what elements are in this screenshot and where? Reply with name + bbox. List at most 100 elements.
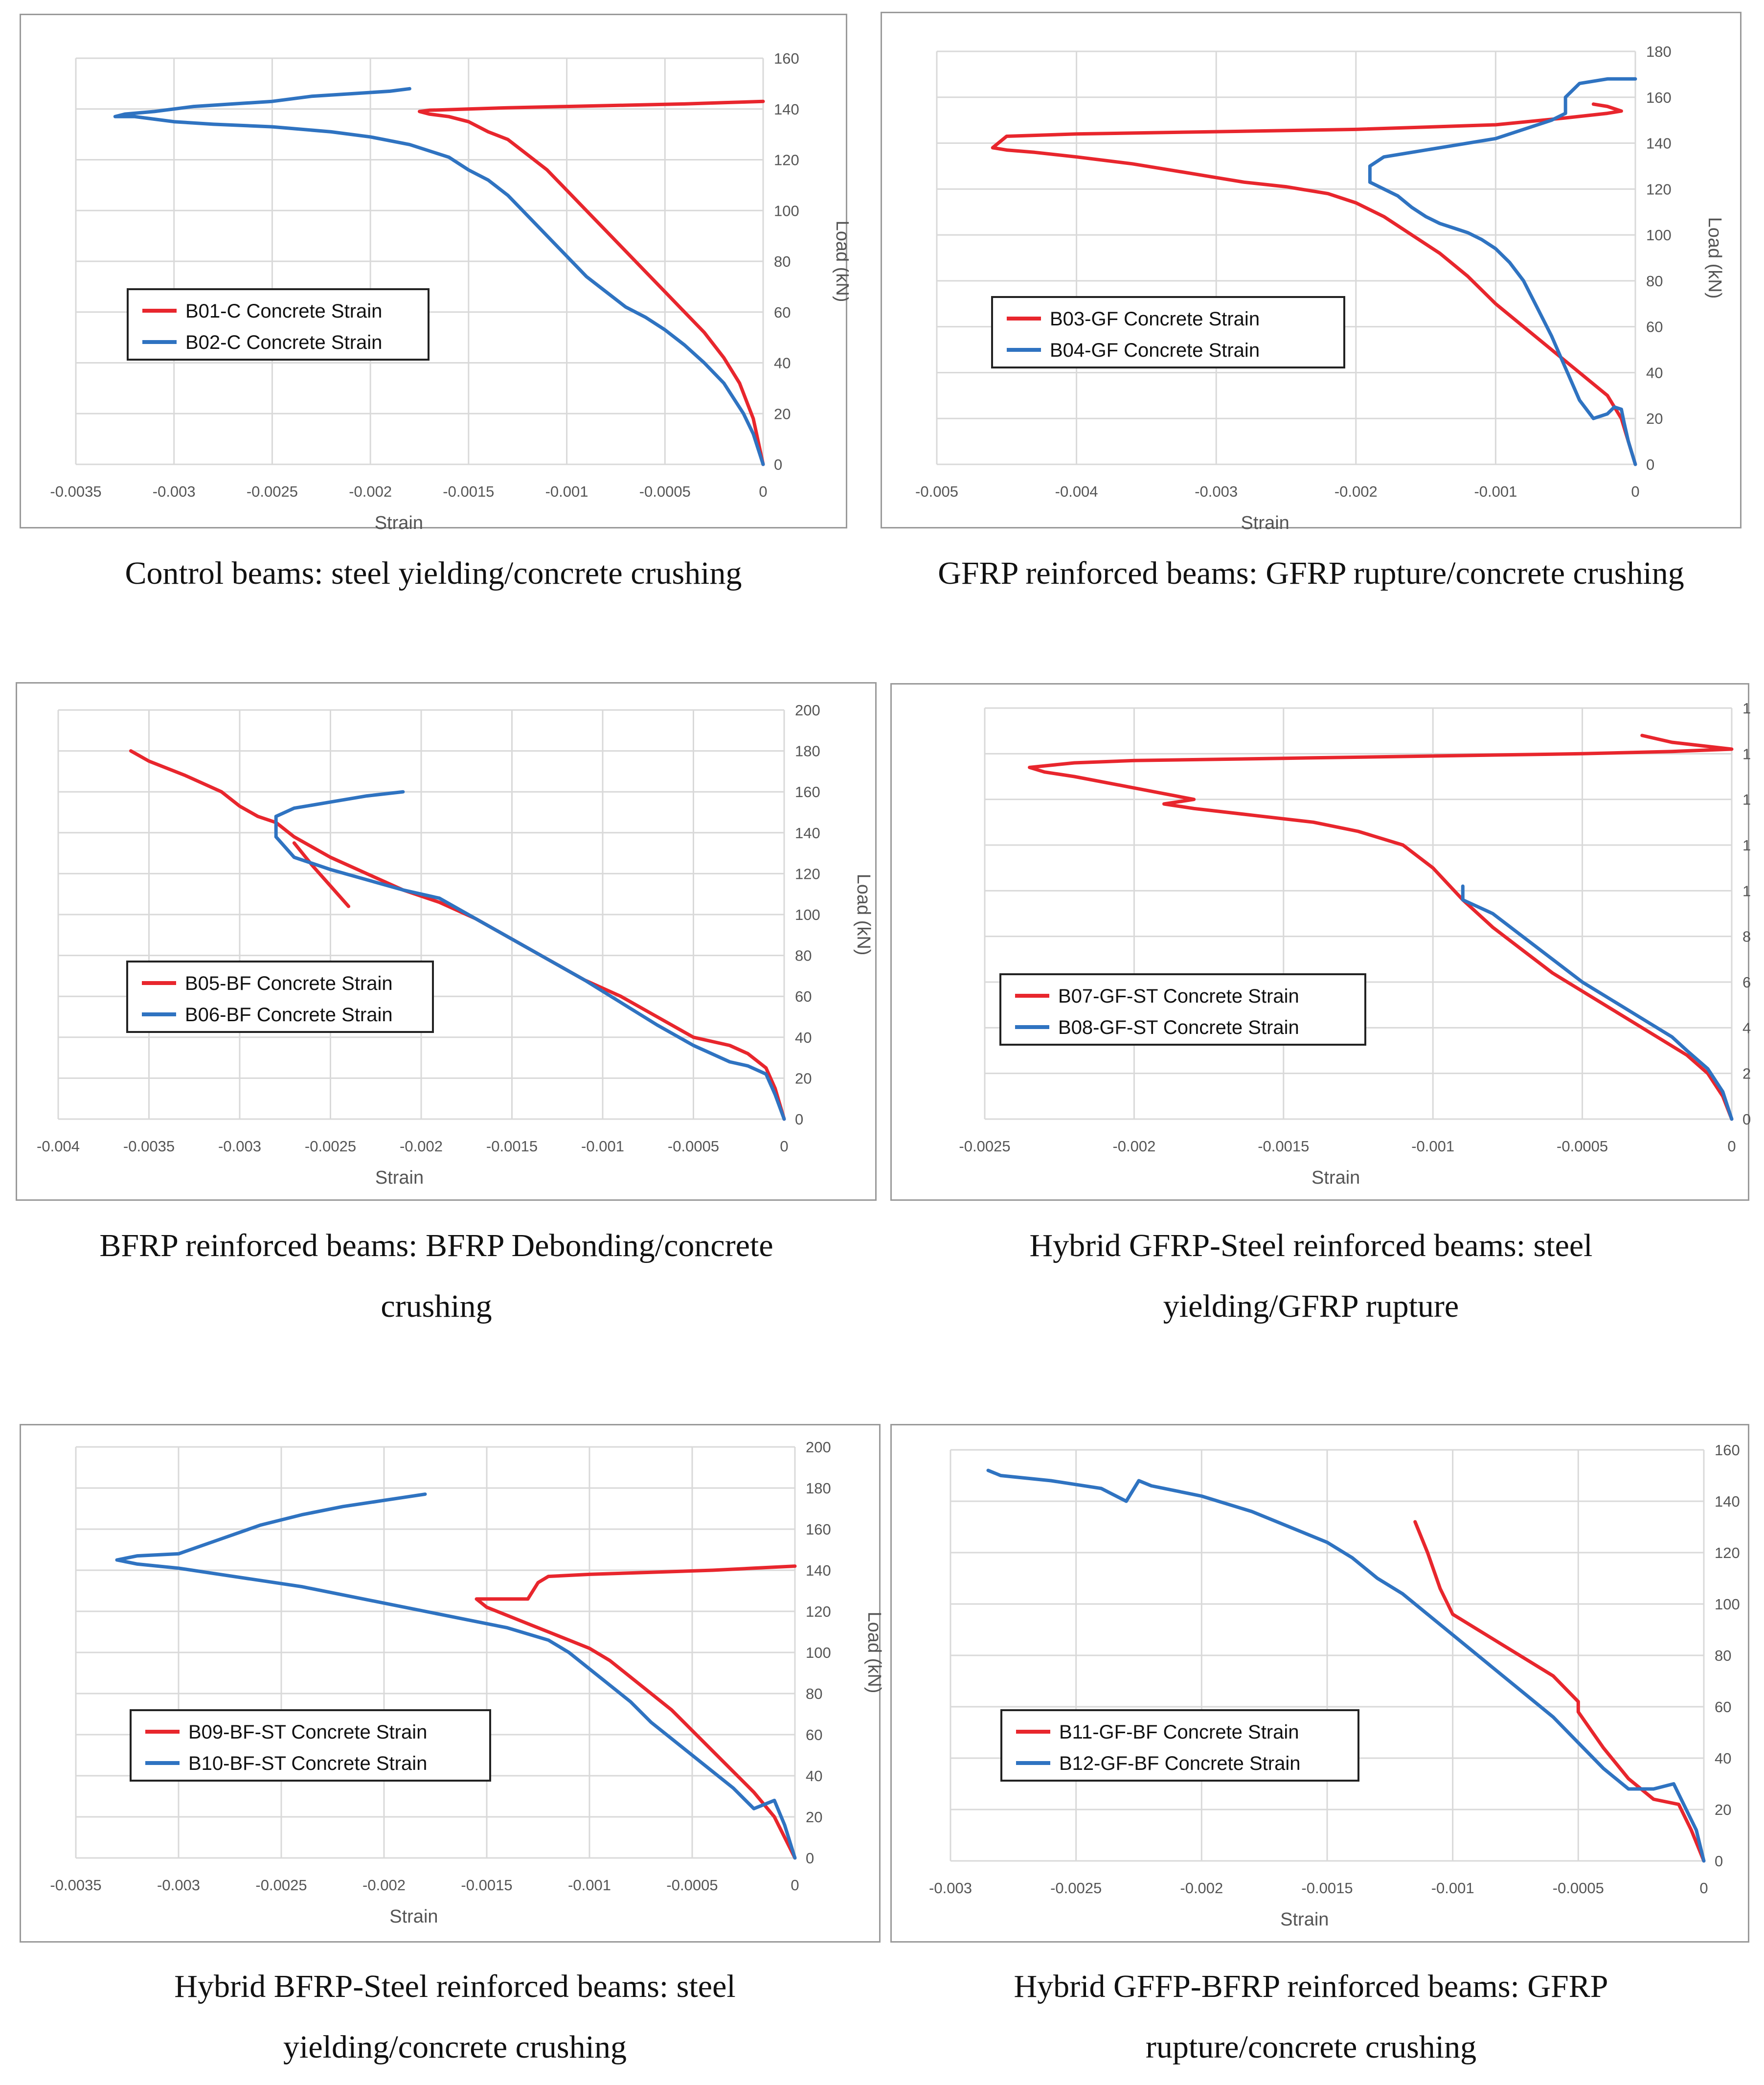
y-tick-label: 100	[774, 202, 799, 219]
x-tick-label: -0.002	[362, 1877, 406, 1894]
legend: B09-BF-ST Concrete Strain B10-BF-ST Concr…	[130, 1709, 491, 1782]
y-tick-label: 40	[795, 1029, 812, 1046]
y-tick-label: 0	[806, 1850, 814, 1867]
y-tick-label: 40	[1742, 1019, 1751, 1036]
y-tick-label: 160	[1715, 1442, 1740, 1459]
legend-label: B07-GF-ST Concrete Strain	[1058, 985, 1299, 1007]
x-tick-label: -0.005	[915, 483, 958, 500]
x-axis-label: Strain	[375, 1168, 424, 1188]
y-tick-label: 160	[1742, 745, 1751, 762]
x-tick-label: -0.0035	[50, 483, 101, 500]
x-tick-label: -0.0005	[639, 483, 691, 500]
y-axis-label: Load (kN)	[864, 1612, 882, 1694]
x-tick-label: -0.0015	[1258, 1138, 1309, 1155]
chart-panel-gfrp-steel: -0.0025 -0.002 -0.0015 -0.001 -0.0005 00 20 40 6…	[890, 683, 1751, 1201]
y-tick-label: 200	[795, 702, 820, 719]
x-tick-label: -0.0005	[1557, 1138, 1608, 1155]
x-tick-label: -0.003	[157, 1877, 200, 1894]
caption-bfrp: BFRP reinforced beams: BFRP Debonding/co…	[99, 1228, 773, 1324]
chart-svg-gfrp-steel: -0.0025 -0.002 -0.0015 -0.001 -0.0005 00 20 40 6…	[959, 700, 1751, 1188]
y-tick-label: 160	[806, 1521, 831, 1538]
legend-box	[991, 296, 1345, 368]
y-tick-label: 180	[806, 1480, 831, 1497]
y-tick-label: 180	[1742, 700, 1751, 717]
x-tick-label: 0	[1631, 483, 1639, 500]
series-line-0	[475, 1564, 797, 1860]
caption-gfrp: GFRP reinforced beams: GFRP rupture/conc…	[938, 555, 1684, 591]
y-tick-label: 60	[774, 304, 791, 321]
legend: B01-C Concrete Strain B02-C Concrete Stra…	[127, 288, 430, 361]
x-tick-label: -0.004	[37, 1138, 80, 1155]
grid	[75, 57, 764, 465]
y-tick-label: 80	[806, 1685, 822, 1702]
y-tick-label: 80	[774, 253, 791, 270]
legend-box	[127, 288, 430, 361]
x-tick-label: -0.001	[568, 1877, 611, 1894]
x-tick-label: -0.0015	[461, 1877, 512, 1894]
series-line-1	[115, 1492, 797, 1860]
grid	[57, 709, 785, 1120]
legend-label: B11-GF-BF Concrete Strain	[1059, 1721, 1299, 1743]
x-axis-label: Strain	[1312, 1168, 1360, 1188]
y-tick-label: 40	[1715, 1750, 1731, 1767]
y-tick-label: 20	[795, 1070, 812, 1087]
y-axis-label: Load (kN)	[853, 874, 874, 956]
legend-label: B10-BF-ST Concrete Strain	[188, 1753, 427, 1774]
y-tick-label: 80	[1646, 273, 1663, 290]
y-tick-label: 120	[774, 152, 799, 169]
x-tick-label: -0.0005	[1553, 1879, 1604, 1897]
y-tick-label: 100	[806, 1644, 831, 1661]
x-axis-label: Strain	[375, 513, 423, 530]
y-tick-label: 80	[795, 947, 812, 964]
y-tick-label: 100	[1646, 227, 1672, 244]
chart-panel-gfrp-bfrp: -0.003 -0.0025 -0.002 -0.0015 -0.001 -0.0005 0…	[890, 1424, 1749, 1943]
y-tick-label: 80	[1715, 1647, 1731, 1664]
series-line-1	[986, 1468, 1706, 1863]
chart-svg-gfrp-bfrp: -0.003 -0.0025 -0.002 -0.0015 -0.001 -0.0005 0…	[929, 1442, 1740, 1930]
legend-label: B03-GF Concrete Strain	[1050, 308, 1260, 330]
y-tick-label: 60	[1715, 1698, 1731, 1716]
chart-panel-gfrp: -0.005 -0.004 -0.003 -0.002 -0.001 0 0 20 40 60 80…	[881, 12, 1741, 530]
x-tick-label: -0.002	[1334, 483, 1378, 500]
y-tick-label: 120	[1742, 837, 1751, 854]
caption-bfrp-steel: Hybrid BFRP-Steel reinforced beams: stee…	[174, 1969, 736, 2065]
x-tick-label: 0	[780, 1138, 788, 1155]
chart-svg-gfrp: -0.005 -0.004 -0.003 -0.002 -0.001 00 20 40 60 80…	[915, 43, 1725, 530]
y-tick-label: 180	[1646, 43, 1672, 60]
x-tick-label: -0.004	[1055, 483, 1098, 500]
legend-label: B12-GF-BF Concrete Strain	[1059, 1753, 1301, 1774]
x-tick-label: -0.003	[153, 483, 196, 500]
y-tick-label: 40	[1646, 364, 1663, 381]
y-tick-label: 140	[774, 101, 799, 118]
x-tick-label: -0.0025	[255, 1877, 307, 1894]
y-tick-label: 40	[806, 1767, 822, 1785]
y-tick-label: 140	[1715, 1493, 1740, 1510]
legend-label: B04-GF Concrete Strain	[1050, 340, 1260, 361]
y-tick-label: 0	[795, 1111, 803, 1128]
series-line-1	[1368, 77, 1637, 466]
x-tick-label: 0	[1699, 1879, 1708, 1897]
x-tick-label: -0.0035	[123, 1138, 175, 1155]
y-tick-label: 140	[1742, 791, 1751, 808]
x-tick-label: -0.001	[545, 483, 588, 500]
y-tick-label: 20	[806, 1809, 822, 1826]
x-tick-label: -0.001	[581, 1138, 624, 1155]
x-axis-label: Strain	[389, 1906, 438, 1927]
y-axis-label: Load (kN)	[1704, 217, 1725, 299]
series-line-1	[113, 87, 765, 466]
x-tick-label: -0.0025	[305, 1138, 356, 1155]
x-tick-label: -0.001	[1474, 483, 1517, 500]
legend: B03-GF Concrete Strain B04-GF Concrete St…	[991, 296, 1345, 368]
legend: B07-GF-ST Concrete Strain B08-GF-ST Concr…	[999, 973, 1366, 1046]
y-tick-label: 60	[1742, 974, 1751, 991]
series-line-0	[129, 749, 786, 1121]
chart-svg-control: -0.0035 -0.003 -0.0025 -0.002 -0.0015 -0.001 -…	[50, 50, 849, 530]
y-tick-label: 120	[1715, 1544, 1740, 1561]
y-tick-label: 100	[1715, 1596, 1740, 1613]
y-tick-label: 0	[1715, 1853, 1723, 1870]
x-tick-label: 0	[791, 1877, 799, 1894]
x-tick-label: -0.002	[349, 483, 392, 500]
x-tick-label: -0.003	[218, 1138, 261, 1155]
series-line-2	[274, 790, 786, 1121]
y-tick-label: 120	[795, 865, 820, 882]
